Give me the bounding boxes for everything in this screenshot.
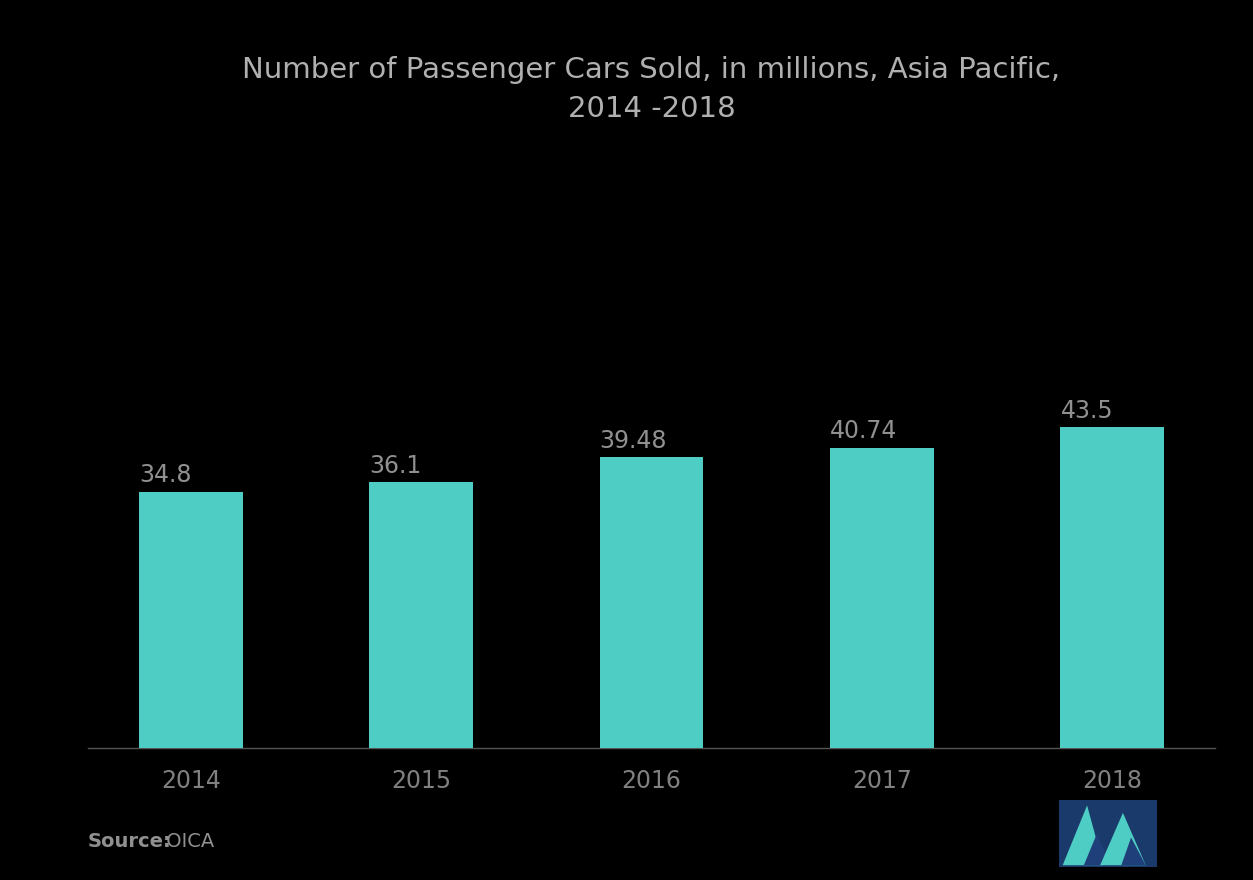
Text: OICA: OICA <box>160 832 214 851</box>
Text: 36.1: 36.1 <box>370 453 421 478</box>
Text: 40.74: 40.74 <box>829 420 897 444</box>
Bar <box>1060 800 1158 868</box>
Title: Number of Passenger Cars Sold, in millions, Asia Pacific,
2014 -2018: Number of Passenger Cars Sold, in millio… <box>243 55 1060 122</box>
Bar <box>829 448 933 748</box>
Bar <box>1060 428 1164 748</box>
Polygon shape <box>1084 834 1110 865</box>
Text: 39.48: 39.48 <box>600 429 668 452</box>
Text: Source:: Source: <box>88 832 172 851</box>
Bar <box>139 492 243 748</box>
Bar <box>370 482 474 748</box>
Polygon shape <box>1121 838 1145 865</box>
Polygon shape <box>1100 813 1145 865</box>
Polygon shape <box>1063 805 1104 865</box>
Text: 34.8: 34.8 <box>139 463 192 488</box>
Text: 43.5: 43.5 <box>1060 399 1113 423</box>
Bar <box>600 457 703 748</box>
